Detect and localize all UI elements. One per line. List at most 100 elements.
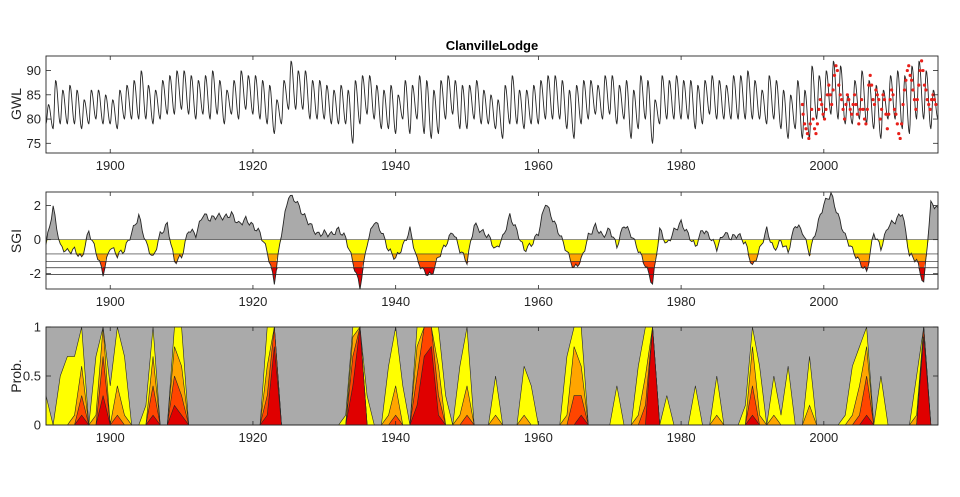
gwl-observed-point [890,88,894,92]
gwl-observed-point [854,102,858,107]
gwl-x-tick-label: 2000 [809,158,838,173]
gwl-observed-point [902,88,907,92]
gwl-observed-point [908,73,912,77]
gwl-series-line [45,60,939,144]
prob-y-tick-label: 0 [34,418,41,433]
gwl-observed-point [872,102,877,107]
prob-x-tick-label: 1940 [381,430,410,445]
gwl-observed-point [921,68,925,73]
gwl-observed-point [805,132,810,136]
gwl-y-tick-label: 85 [27,87,41,102]
gwl-observed-point [888,98,892,102]
prob-plot-area [45,326,938,426]
gwl-observed-point [817,107,821,111]
prob-x-tick-label: 1960 [524,430,553,445]
gwl-plot-area [45,59,939,144]
prob-y-tick-label: 0.5 [23,369,41,384]
gwl-observed-point [831,88,835,92]
gwl-x-tick-label: 1960 [524,158,553,173]
gwl-observed-point [860,98,864,102]
gwl-observed-point [927,102,931,107]
gwl-observed-point [932,98,937,102]
gwl-observed-point [898,136,902,141]
gwl-observed-point [897,132,901,136]
sgi-x-tick-label: 2000 [809,294,838,309]
gwl-observed-point [824,107,828,111]
gwl-observed-point [912,98,917,102]
prob-x-tick-label: 1900 [96,430,125,445]
gwl-y-tick-label: 90 [27,63,41,78]
gwl-observed-point [864,122,868,126]
gwl-observed-point [840,98,844,102]
gwl-observed-point [820,102,824,107]
gwl-observed-point [867,83,871,87]
gwl-y-tick-label: 75 [27,136,41,151]
gwl-observed-point [882,98,887,102]
gwl-observed-point [922,83,927,87]
prob-x-tick-label: 1920 [238,430,267,445]
gwl-observed-point [811,117,815,121]
gwl-observed-point [848,107,852,111]
gwl-ticks: 1900 1920 1940 1960 1980 2000 75 80 85 90 [27,55,939,173]
gwl-observed-point [862,117,867,121]
prob-y-tick-label: 1 [34,320,41,335]
gwl-x-tick-label: 1980 [667,158,696,173]
sgi-x-tick-label: 1980 [667,294,696,309]
sgi-x-tick-label: 1900 [96,294,125,309]
sgi-x-tick-label: 1960 [524,294,553,309]
gwl-observed-point [842,117,847,121]
prob-x-tick-label: 2000 [809,430,838,445]
gwl-observed-point [832,73,837,77]
gwl-observed-point [845,93,849,97]
sgi-axes-box [45,191,939,290]
sgi-series-line [45,191,939,290]
gwl-observed-point [861,107,865,111]
gwl-observed-point [802,122,807,126]
sgi-positive-area [46,192,938,240]
gwl-observed-point [815,122,820,126]
gwl-observed-point [907,64,911,68]
sgi-y-tick-label: 2 [34,198,41,213]
prob-y-axis-label: Prob. [8,359,24,392]
gwl-observed-point [868,73,872,77]
gwl-observed-point [814,132,818,136]
gwl-observed-point [881,93,885,97]
gwl-observed-point [808,122,812,126]
gwl-observed-point [852,93,857,97]
sgi-y-tick-label: 0 [34,232,41,247]
gwl-y-axis-label: GWL [8,88,24,120]
gwl-observed-point [917,83,921,87]
gwl-observed-point [887,112,891,116]
gwl-observed-point [880,107,884,111]
gwl-x-tick-label: 1920 [238,158,267,173]
gwl-observed-point [892,107,897,111]
gwl-observed-point [924,88,928,92]
gwl-observed-point [928,107,932,111]
gwl-x-tick-label: 1940 [381,158,410,173]
gwl-observed-point [891,93,895,97]
gwl-observed-point [812,127,817,131]
sgi-x-tick-label: 1940 [381,294,410,309]
sgi-y-axis-label: SGI [8,229,24,253]
gwl-observed-point [825,93,829,97]
gwl-observed-point [904,78,908,82]
gwl-observed-point [828,93,832,97]
gwl-observed-point [800,102,805,107]
gwl-observed-point [905,68,909,73]
gwl-observed-point [910,78,914,82]
gwl-observed-point [925,98,929,102]
gwl-observed-point [877,98,881,102]
gwl-observed-point [911,88,915,92]
gwl-observed-point [929,98,934,102]
gwl-observed-point [855,112,859,116]
sgi-y-tick-label: -2 [29,266,41,281]
gwl-observed-point [850,112,854,116]
gwl-observed-point [857,122,861,126]
gwl-observed-point [918,68,922,73]
gwl-observed-point [858,107,862,111]
gwl-observed-point [885,127,889,131]
gwl-observed-point [874,88,878,92]
gwl-y-tick-label: 80 [27,112,41,127]
gwl-observed-point [810,107,814,111]
